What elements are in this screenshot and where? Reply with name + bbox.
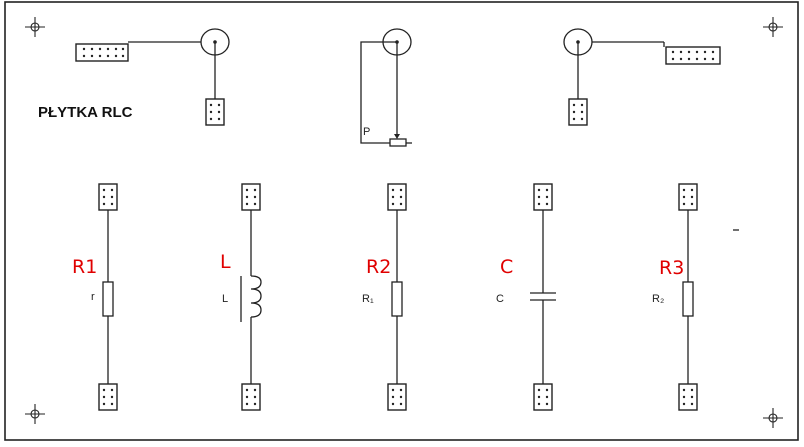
mount-hole-bottom-right [763, 408, 783, 428]
annotation-label-r2: R2 [366, 256, 391, 278]
potentiometer-symbol [389, 138, 407, 147]
resistor-r3-symbol [682, 281, 694, 317]
component-l: LL [220, 183, 262, 411]
jack-c-top [533, 183, 553, 211]
jack-top-left [205, 98, 225, 126]
board-title: PŁYTKA RLC [38, 104, 133, 121]
mount-hole-top-left [25, 17, 45, 37]
symbol-label-r3: R₂ [652, 293, 664, 305]
header-connector-left [75, 43, 129, 62]
jack-l-bottom [241, 383, 261, 411]
inductor-coil-symbol [250, 275, 262, 318]
jack-r1-bottom [98, 383, 118, 411]
jack-top-right [568, 98, 588, 126]
symbol-label-r1: r [91, 291, 95, 303]
resistor-r2-symbol [391, 281, 403, 317]
board-outline [4, 1, 799, 441]
component-c: CC [496, 183, 556, 411]
annotation-label-l: L [220, 251, 231, 273]
jack-l-top [241, 183, 261, 211]
jack-r2-bottom [387, 383, 407, 411]
jack-r1-top [98, 183, 118, 211]
mount-hole-top-right [763, 17, 783, 37]
potentiometer-group: P [360, 28, 412, 147]
symbol-label-c: C [496, 293, 504, 305]
component-r2: R2 R₁ [362, 183, 407, 411]
resistor-r1-symbol [102, 281, 114, 317]
jack-r3-bottom [678, 383, 698, 411]
annotation-label-r3: R3 [659, 257, 684, 279]
jack-r2-top [387, 183, 407, 211]
annotation-label-r1: R1 [72, 256, 97, 278]
mount-hole-bottom-left [25, 404, 45, 424]
symbol-label-r2: R₁ [362, 293, 374, 305]
potentiometer-label: P [363, 126, 370, 138]
top-left-connector-group [75, 28, 230, 126]
header-connector-right [665, 46, 721, 65]
component-r1: R1 r [72, 183, 118, 411]
annotation-label-c: C [500, 256, 513, 278]
symbol-label-l: L [222, 293, 228, 305]
top-right-connector-group [563, 28, 721, 126]
component-r3: R3 R₂ [652, 183, 698, 411]
jack-r3-top [678, 183, 698, 211]
jack-c-bottom [533, 383, 553, 411]
